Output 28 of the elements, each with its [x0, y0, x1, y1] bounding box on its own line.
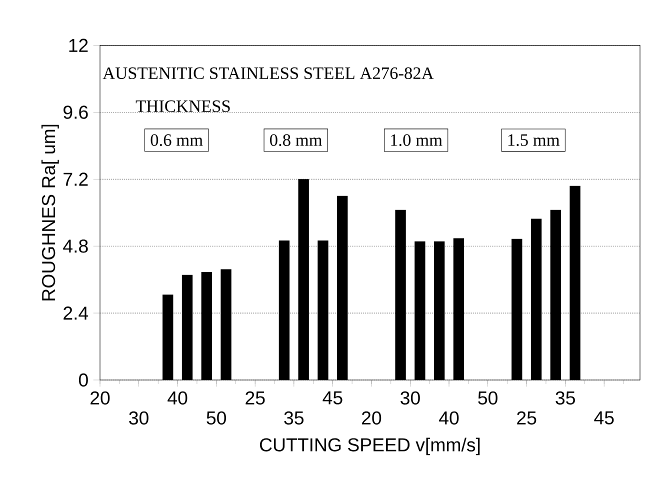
annotation: AUSTENITIC STAINLESS STEEL A276-82A: [102, 67, 434, 80]
y-tick-label: 0: [78, 373, 88, 387]
y-axis-title: ROUGHNES Ra[ um]: [41, 124, 59, 300]
x-tick-label: 35: [556, 391, 575, 405]
y-tick-label: 12: [69, 38, 88, 52]
x-tick-label: 25: [246, 391, 265, 405]
x-tick-label: 20: [362, 411, 382, 425]
x-tick-label: 30: [129, 411, 148, 425]
y-tick-label: 7.2: [64, 172, 88, 186]
x-tick-label: 45: [322, 391, 342, 404]
x-tick-label: 30: [400, 391, 420, 405]
annotation: 0.8 mm: [270, 134, 322, 146]
y-tick-label: 2.4: [64, 306, 88, 320]
annotation: 0.6 mm: [150, 134, 203, 146]
x-tick-label: 35: [284, 411, 304, 425]
x-tick-label: 50: [206, 411, 226, 425]
x-tick-label: 25: [517, 411, 536, 425]
x-tick-label: 40: [439, 411, 459, 425]
x-axis-title: CUTTING SPEED v[mm/s]: [260, 438, 480, 456]
x-tick-label: 50: [478, 391, 498, 405]
annotation: THICKNESS: [136, 100, 230, 112]
x-tick-label: 20: [90, 391, 110, 405]
annotation: 1.5 mm: [508, 134, 560, 146]
x-tick-label: 45: [594, 411, 614, 424]
y-tick-label: 9.6: [64, 106, 88, 119]
annotation: 1.0 mm: [391, 134, 442, 146]
x-tick-label: 40: [168, 391, 188, 405]
y-tick-label: 4.8: [63, 240, 88, 253]
